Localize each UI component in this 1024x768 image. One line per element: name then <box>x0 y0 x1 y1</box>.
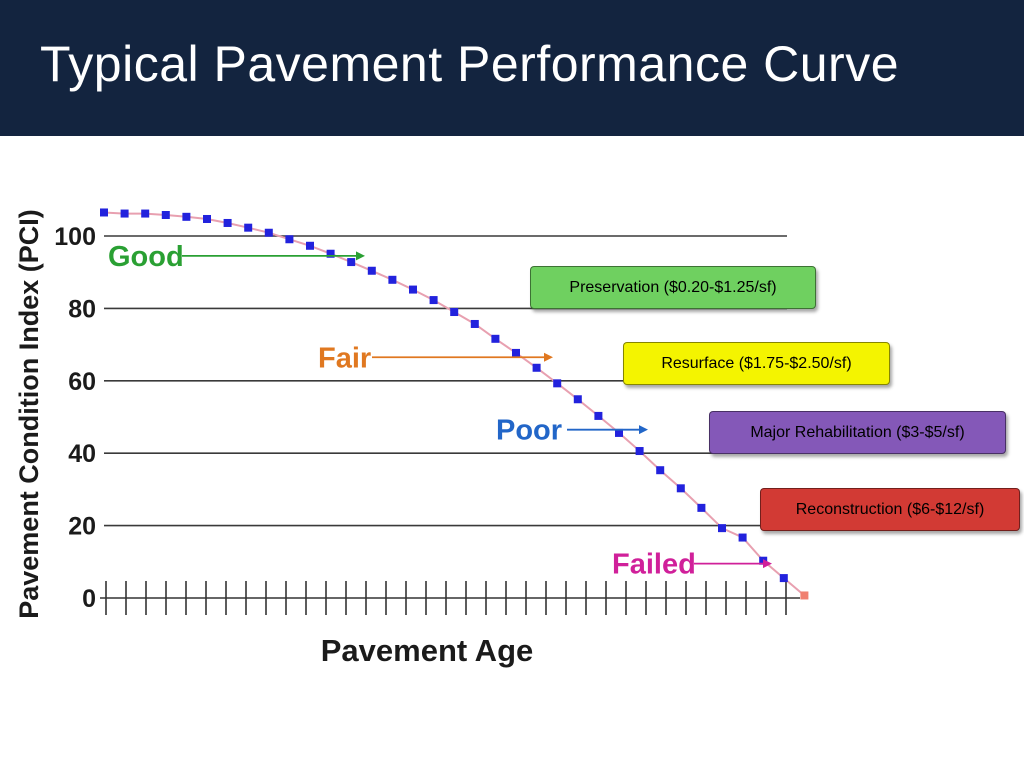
preservation-label: Preservation ($0.20-$1.25/sf) <box>569 278 777 296</box>
y-tick-label: 100 <box>54 223 96 251</box>
reconstruction-label: Reconstruction ($6-$12/sf) <box>795 500 985 518</box>
data-point <box>615 428 623 437</box>
preservation-callout: Preservation ($0.20-$1.25/sf) <box>530 266 816 309</box>
data-point <box>347 258 356 267</box>
data-point <box>306 241 314 250</box>
condition-label-poor: Poor <box>496 415 562 447</box>
page-title: Typical Pavement Performance Curve <box>40 36 900 92</box>
data-point <box>656 466 665 475</box>
x-axis-label: Pavement Age <box>321 633 534 668</box>
condition-label-failed: Failed <box>612 549 696 581</box>
arrowhead-icon <box>639 425 648 435</box>
data-point <box>718 524 726 533</box>
data-point <box>367 266 376 275</box>
data-point <box>161 211 170 220</box>
data-point <box>738 533 747 542</box>
data-point <box>429 296 438 305</box>
arrowhead-icon <box>544 352 553 362</box>
resurface-label: Resurface ($1.75-$2.50/sf) <box>661 354 852 372</box>
data-point <box>532 363 541 372</box>
data-point <box>203 214 211 223</box>
y-tick-label: 0 <box>82 585 96 613</box>
data-point <box>470 319 479 328</box>
data-point <box>594 411 603 420</box>
y-tick-label: 80 <box>68 295 96 323</box>
data-point <box>182 212 191 221</box>
data-point <box>800 591 809 600</box>
data-point <box>244 223 253 232</box>
x-axis <box>100 581 800 615</box>
data-point <box>573 395 582 404</box>
condition-labels: Good Fair Poor Failed <box>108 241 772 581</box>
condition-label-good: Good <box>108 241 184 273</box>
condition-label-fair: Fair <box>318 342 371 374</box>
data-point <box>450 308 459 317</box>
data-points <box>100 208 809 600</box>
major-rehabilitation-label: Major Rehabilitation ($3-$5/sf) <box>750 423 965 441</box>
arrowhead-icon <box>763 559 772 569</box>
data-point <box>512 348 520 357</box>
data-point <box>635 447 644 456</box>
data-point <box>326 249 335 258</box>
reconstruction-callout: Reconstruction ($6-$12/sf) <box>760 488 1020 531</box>
data-point <box>141 209 150 218</box>
data-point <box>285 235 294 244</box>
data-point <box>120 209 129 218</box>
data-point <box>100 208 108 217</box>
data-point <box>264 228 273 237</box>
resurface-callout: Resurface ($1.75-$2.50/sf) <box>623 342 890 385</box>
major-rehabilitation-callout: Major Rehabilitation ($3-$5/sf) <box>709 411 1006 454</box>
y-tick-label: 20 <box>68 513 96 541</box>
performance-chart: 0 20 40 60 80 100 Good Fair Poor Failed Pavement… <box>14 208 809 668</box>
y-tick-label: 60 <box>68 368 96 396</box>
arrowhead-icon <box>356 251 365 261</box>
data-point <box>409 285 417 294</box>
data-point <box>779 574 788 583</box>
y-tick-labels: 0 20 40 60 80 100 <box>54 223 96 613</box>
y-tick-label: 40 <box>68 440 96 468</box>
y-axis-label: Pavement Condition Index (PCI) <box>14 209 44 619</box>
data-point <box>676 484 685 493</box>
chart-area: 0 20 40 60 80 100 Good Fair Poor Failed Pavement… <box>0 136 1024 768</box>
data-point <box>491 334 500 343</box>
data-point <box>553 379 562 388</box>
data-point <box>223 218 232 227</box>
title-bar: Typical Pavement Performance Curve <box>0 0 1024 136</box>
data-point <box>697 503 706 512</box>
data-point <box>388 275 397 284</box>
